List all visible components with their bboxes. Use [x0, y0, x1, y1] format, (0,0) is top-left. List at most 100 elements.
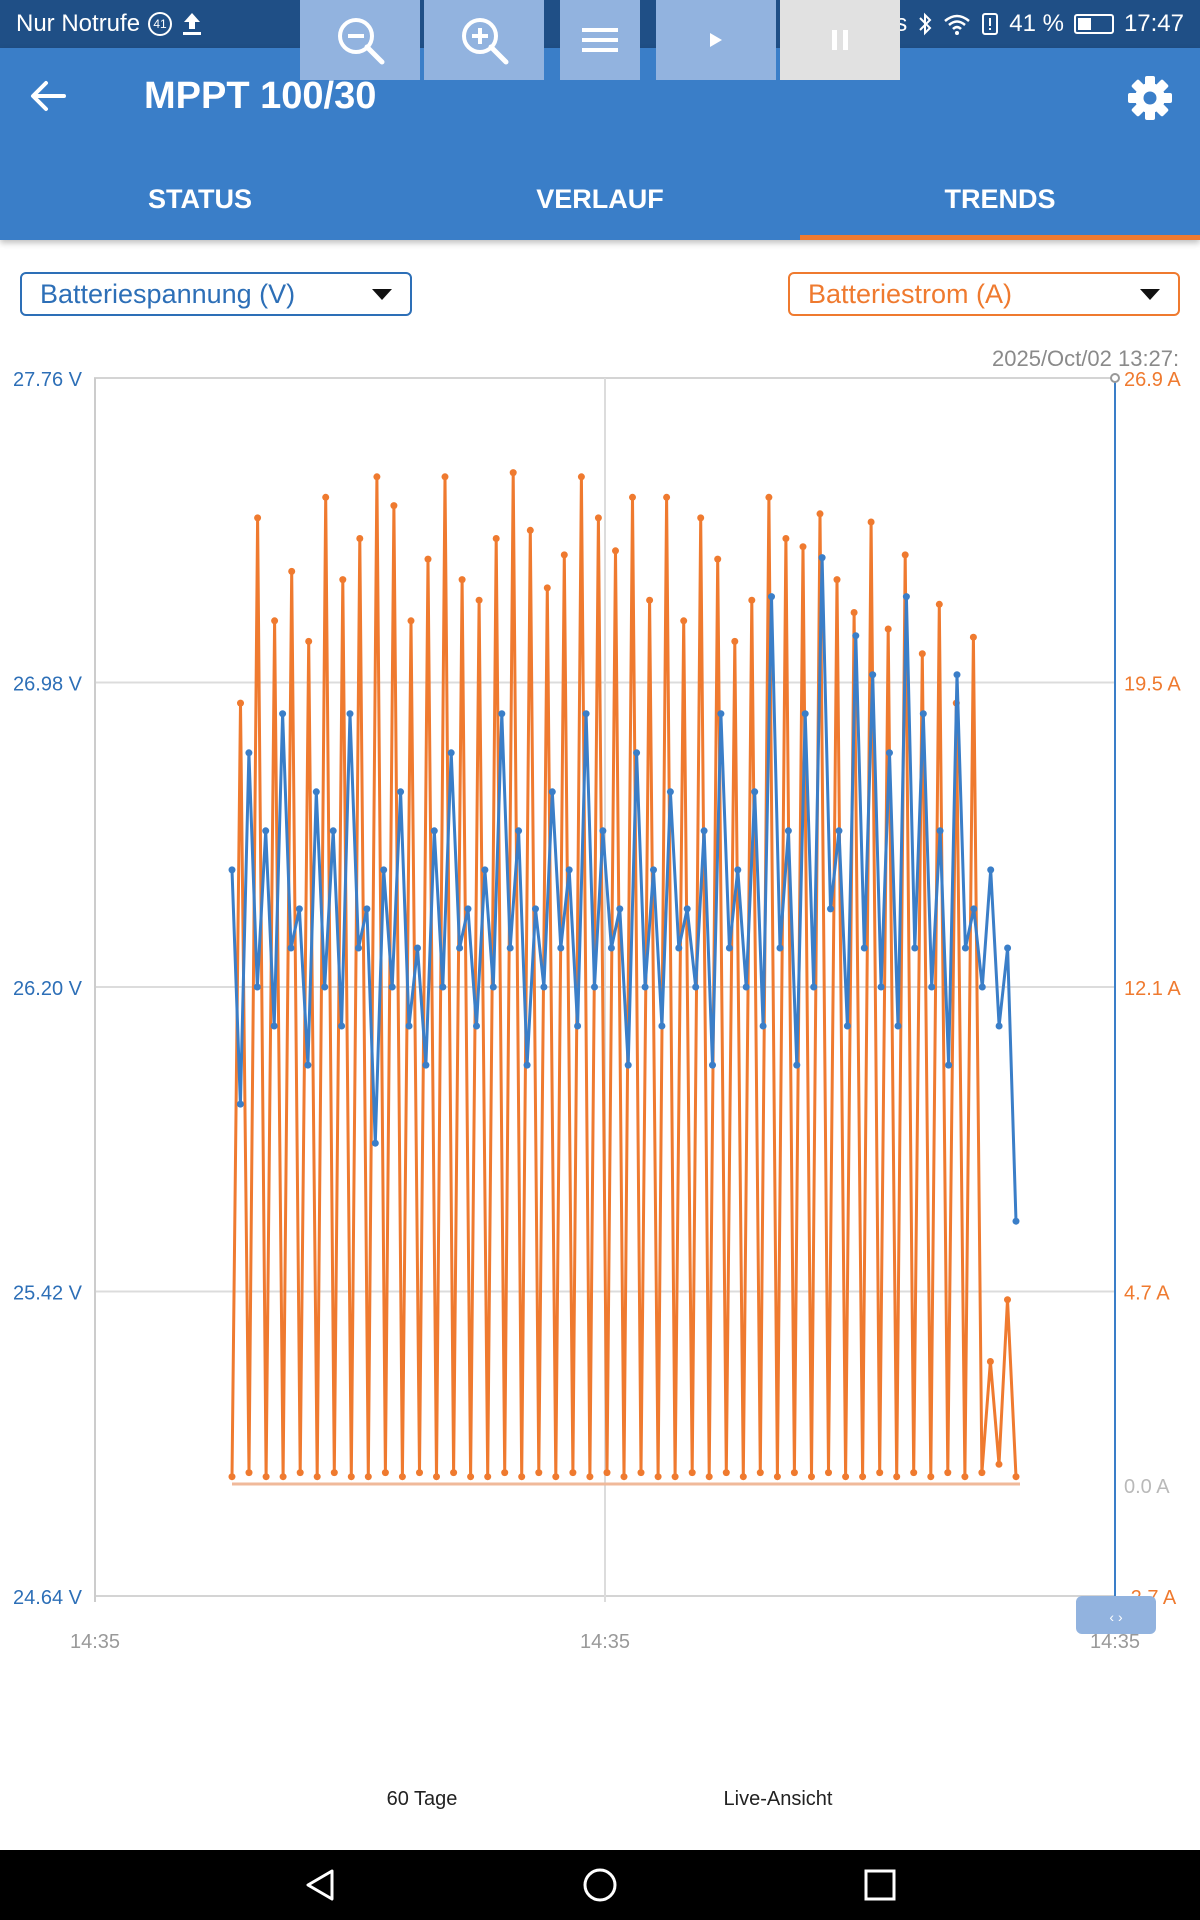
battery-current-series-point — [552, 1473, 560, 1481]
battery-icon — [1073, 14, 1114, 34]
battery-voltage-series-point — [751, 788, 759, 796]
battery-voltage-series-point — [279, 710, 287, 718]
play-button[interactable] — [656, 0, 776, 80]
left-axis-select[interactable]: Batteriespannung (V) — [20, 272, 412, 316]
alert-icon — [982, 13, 999, 35]
live-view-label: Live-Ansicht — [723, 1788, 833, 1810]
battery-current-series-point — [714, 555, 722, 563]
battery-current-series-point — [739, 1473, 747, 1481]
scroll-handle[interactable]: ‹ › — [1076, 1596, 1156, 1634]
menu-icon — [582, 28, 618, 52]
battery-voltage-series-point — [355, 944, 362, 952]
battery-voltage-series-point — [734, 866, 742, 874]
battery-voltage-series-point — [473, 1022, 480, 1030]
battery-current-series-point — [237, 699, 244, 707]
battery-current-series-point — [356, 535, 364, 542]
zoom-out-button[interactable] — [300, 0, 420, 80]
battery-current-series-point — [612, 547, 619, 555]
battery-voltage-series-point — [489, 983, 497, 991]
battery-current-series-point — [296, 1469, 304, 1477]
battery-current-series-point — [986, 1358, 994, 1365]
battery-voltage-series-point — [329, 827, 337, 835]
back-button[interactable] — [24, 72, 72, 120]
battery-current-series-point — [543, 584, 551, 592]
right-axis-tick-label: 26.9 A — [1124, 369, 1181, 391]
battery-current-series-point — [330, 1469, 338, 1477]
battery-voltage-series-point — [591, 983, 598, 991]
battery-voltage-series-point — [902, 593, 910, 601]
battery-voltage-series-point — [456, 944, 464, 952]
battery-voltage-series-point — [683, 905, 691, 913]
battery-voltage-series-point — [835, 827, 843, 835]
battery-current-series-point — [433, 1473, 440, 1481]
battery-voltage-series-point — [961, 944, 969, 952]
battery-voltage-series-point — [666, 788, 674, 796]
battery-current-series-point — [637, 1469, 645, 1477]
battery-voltage-series-point — [565, 866, 573, 874]
battery-voltage-series-point — [599, 827, 607, 835]
trend-chart[interactable]: 2025/Oct/02 13:27: 27.76 V 26.98 V 26.20 V… — [0, 330, 1200, 1660]
tab-verlauf[interactable]: VERLAUF — [400, 158, 800, 240]
left-axis-tick-label: 25.42 V — [13, 1283, 83, 1305]
battery-voltage-series-point — [793, 1061, 801, 1069]
chevron-down-icon — [1140, 288, 1160, 300]
battery-voltage-series-point — [363, 905, 371, 913]
battery-voltage-series-point — [515, 827, 523, 835]
battery-current-series-point — [535, 1469, 543, 1477]
battery-voltage-series-point — [506, 944, 514, 952]
battery-voltage-series-point — [498, 710, 506, 718]
battery-voltage-series-point — [650, 866, 657, 874]
zoom-out-icon — [338, 18, 385, 65]
battery-voltage-series-point — [911, 944, 919, 952]
battery-voltage-series-point — [717, 710, 725, 718]
nav-back-button[interactable] — [300, 1865, 340, 1905]
battery-percent-text: 41 % — [1009, 10, 1064, 37]
battery-current-series-point — [313, 1473, 321, 1481]
battery-current-series-point — [560, 551, 568, 559]
battery-voltage-series-point — [776, 944, 784, 952]
battery-voltage-series-point — [287, 944, 295, 952]
battery-voltage-series-point — [228, 866, 236, 874]
page-title: MPPT 100/30 — [144, 75, 377, 117]
left-axis-tick-label: 26.20 V — [13, 978, 83, 1000]
tab-trends[interactable]: TRENDS — [800, 158, 1200, 240]
right-axis-select-value: Batteriestrom (A) — [808, 278, 1013, 309]
nav-recents-button[interactable] — [860, 1865, 900, 1905]
right-axis-tick-label: 12.1 A — [1124, 978, 1181, 1000]
battery-current-series-point — [842, 1473, 850, 1481]
battery-current-series-point — [927, 1473, 935, 1481]
battery-current-series-point — [961, 1473, 969, 1481]
battery-current-series-point — [484, 1473, 492, 1481]
battery-current-series-point — [475, 596, 483, 604]
battery-current-series-point — [663, 493, 671, 501]
nav-home-button[interactable] — [580, 1865, 620, 1905]
zoom-in-button[interactable] — [424, 0, 544, 80]
battery-current-series-point — [850, 609, 858, 616]
battery-voltage-series-point — [397, 788, 405, 796]
notification-count-badge: 41 — [148, 12, 173, 36]
battery-current-series-point — [398, 1473, 406, 1481]
battery-current-series-point — [765, 493, 773, 501]
battery-voltage-series-line — [230, 557, 1018, 1222]
battery-voltage-series-point — [953, 671, 961, 679]
battery-voltage-series-point — [641, 983, 649, 991]
settings-button[interactable] — [1124, 72, 1176, 124]
battery-voltage-series-point — [312, 788, 320, 796]
right-axis-select[interactable]: Batteriestrom (A) — [788, 272, 1180, 316]
battery-voltage-series-point — [464, 905, 472, 913]
tab-label: TRENDS — [944, 183, 1056, 214]
battery-current-series-point — [424, 555, 432, 563]
menu-button[interactable] — [560, 0, 640, 80]
x-axis-tick-label: 14:35 — [1090, 1631, 1140, 1653]
trend-chart-svg[interactable]: 2025/Oct/02 13:27: 27.76 V 26.98 V 26.20 V… — [0, 330, 1200, 1660]
battery-current-series-point — [910, 1469, 918, 1477]
battery-voltage-series-point — [1004, 944, 1012, 952]
battery-current-series-point — [305, 637, 313, 645]
battery-current-series-point — [458, 576, 466, 584]
pause-button[interactable] — [780, 0, 900, 80]
tab-status[interactable]: STATUS — [0, 158, 400, 240]
x-axis-tick-label: 14:35 — [580, 1631, 630, 1653]
battery-current-series-point — [935, 600, 943, 608]
battery-current-series-point — [577, 473, 585, 481]
battery-fill — [1077, 18, 1092, 30]
